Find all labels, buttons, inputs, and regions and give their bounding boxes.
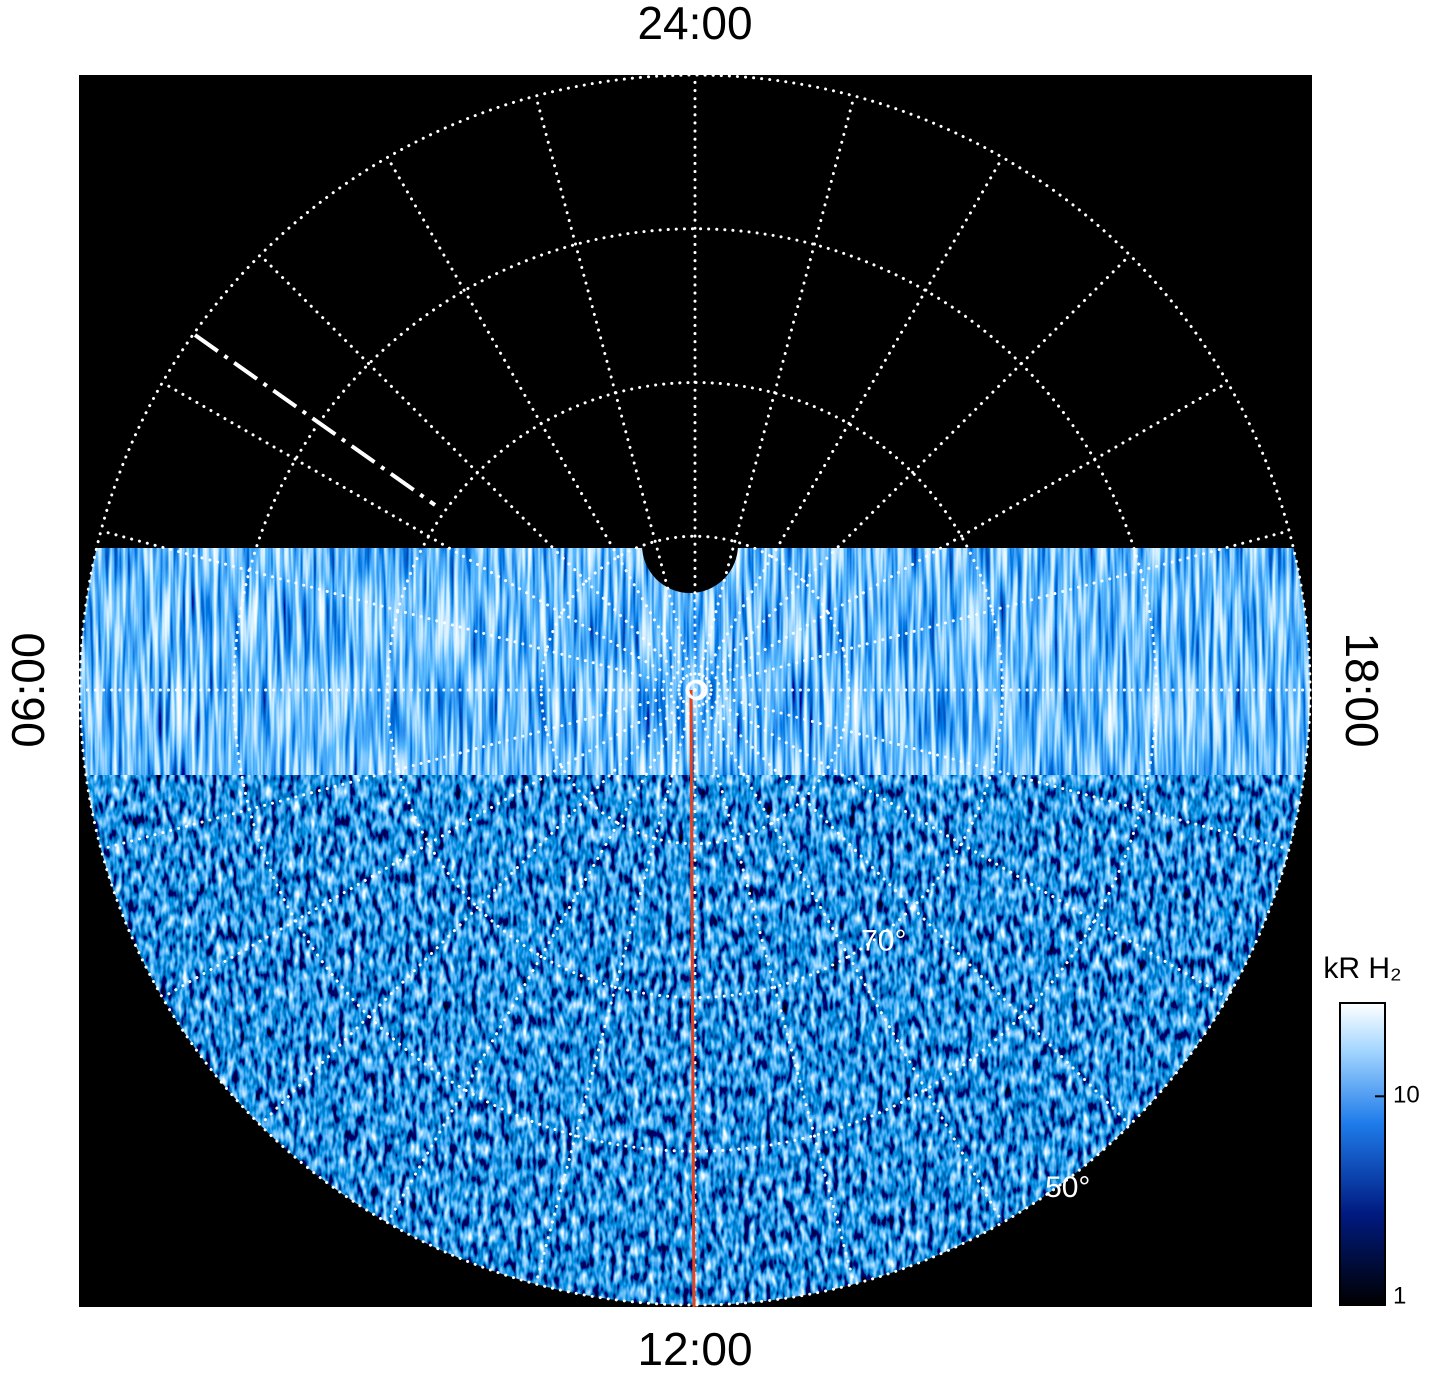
meridian-line (258, 253, 697, 692)
latitude-ring (79, 75, 1312, 1307)
colorbar-fill (1339, 1002, 1386, 1306)
image-layer (79, 75, 1312, 1307)
meridian-line (693, 688, 1291, 851)
hour-label: 24:00 (637, 0, 752, 49)
colorbar-tick-label: 10 (1393, 1082, 1420, 1109)
noon-meridian-line (689, 689, 696, 1307)
ring-label: 50° (1045, 1171, 1090, 1204)
meridian-line (693, 688, 1132, 1127)
meridian-line (693, 155, 1004, 692)
meridian-line (99, 688, 697, 851)
meridian-line (534, 94, 697, 692)
meridian-line (386, 688, 697, 1225)
dash-line (193, 333, 437, 507)
pole-marker (686, 679, 708, 701)
meridian-line (693, 253, 1132, 692)
meridian-line (534, 688, 697, 1286)
meridian-line (99, 529, 697, 692)
meridian-line (693, 94, 856, 692)
meridian-line (160, 381, 697, 692)
meridian-line (258, 688, 697, 1127)
meridian-line (693, 688, 1004, 1225)
hour-label: 12:00 (637, 1323, 752, 1375)
meridian-line (693, 381, 1230, 692)
band-mask (80, 500, 1310, 548)
colorbar-tick-label: 1 (1393, 1282, 1406, 1309)
colorbar-label: kR H₂ (1323, 952, 1401, 985)
meridian-line (693, 529, 1291, 692)
labels: 70° 50° 24:00 06:00 12:00 18:00 (2, 0, 1388, 1375)
meridian-line (693, 688, 856, 1286)
hour-label: 06:00 (2, 632, 54, 747)
colorbar: kR H₂ 1 10 (1323, 952, 1419, 1309)
meridian-line (693, 688, 1230, 999)
meridian-line (386, 155, 697, 692)
grid (79, 75, 1312, 1307)
hour-label: 18:00 (1336, 632, 1388, 747)
ring-label: 70° (861, 925, 906, 958)
meridian-line (160, 688, 697, 999)
